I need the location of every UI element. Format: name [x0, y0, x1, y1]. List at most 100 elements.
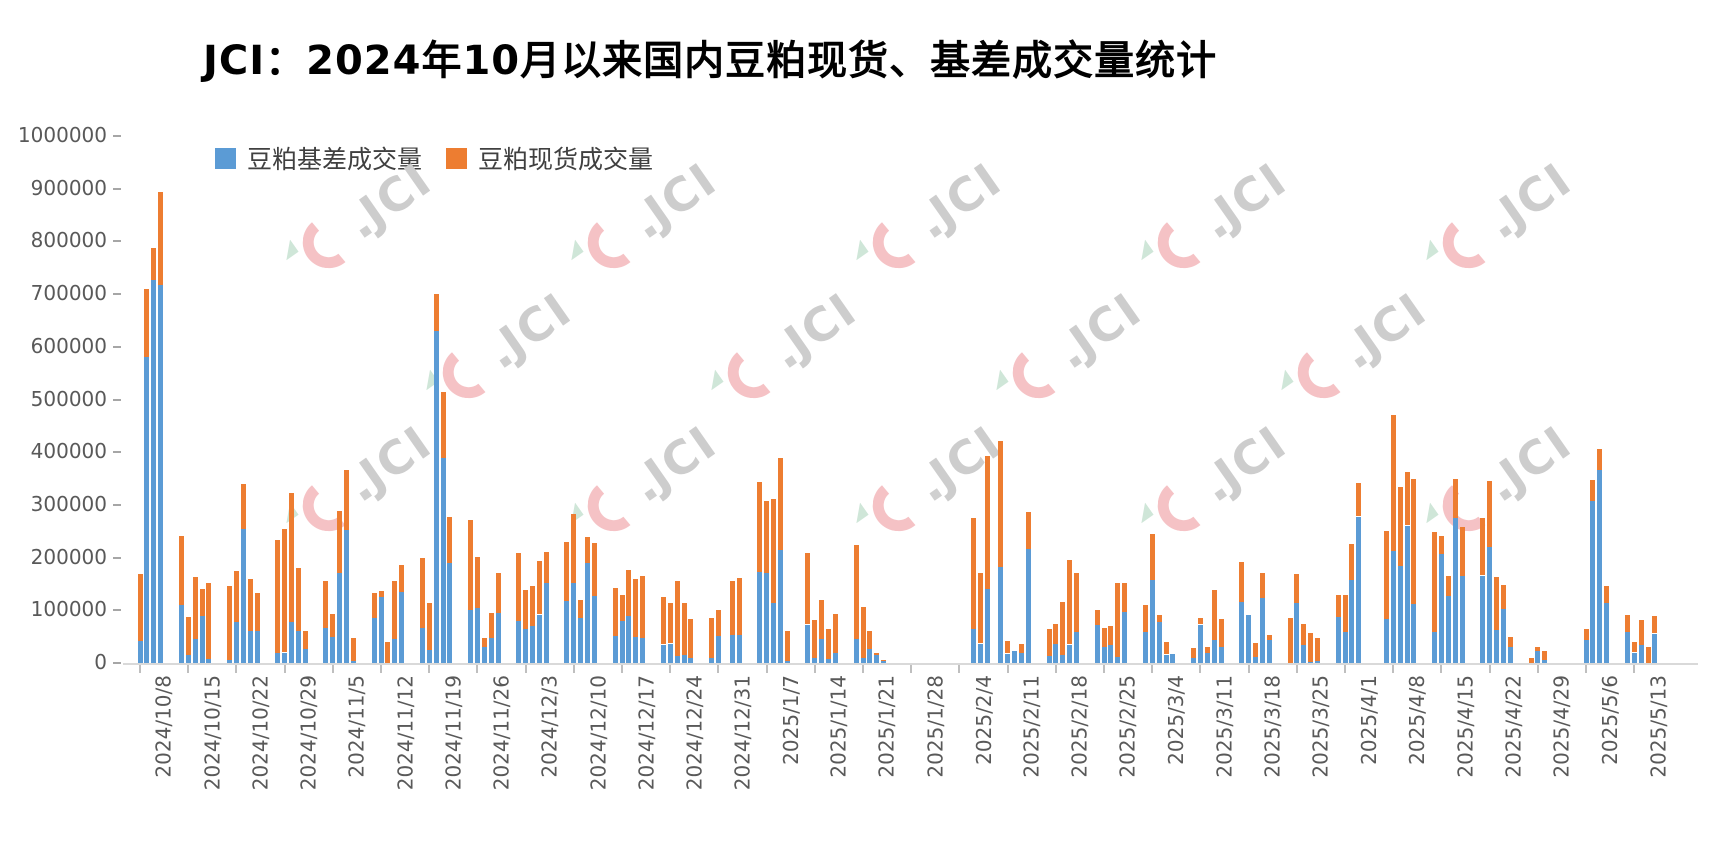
bar-spot [1500, 584, 1506, 610]
bar-spot [1204, 647, 1210, 653]
bar-basis [757, 571, 763, 663]
bar-basis [1342, 632, 1348, 663]
x-axis-label: 2024/11/26 [489, 675, 514, 791]
bar-basis [1397, 565, 1403, 663]
bar-basis [144, 357, 150, 663]
bar-basis [1315, 660, 1320, 663]
bar-basis [378, 597, 384, 663]
bar-spot [488, 612, 494, 639]
bar-spot [819, 599, 825, 640]
watermark-dot [1499, 225, 1513, 238]
bar-basis [227, 660, 232, 663]
bar-basis [764, 573, 770, 663]
bar-basis [1590, 501, 1596, 663]
x-axis-label: 2025/3/18 [1260, 675, 1285, 778]
bar-spot [1218, 618, 1224, 648]
bar-basis [1060, 654, 1066, 663]
bar-basis [1597, 469, 1603, 663]
y-axis-label: 400000 [30, 439, 107, 464]
bar-spot [736, 578, 742, 635]
bar-basis [1239, 601, 1245, 663]
bar-spot [1631, 641, 1637, 653]
watermark-text: JCI [1205, 414, 1297, 502]
watermark-green-accent [278, 239, 299, 260]
bar-spot [626, 570, 632, 616]
x-axis-label: 2025/2/18 [1067, 675, 1092, 778]
watermark-dot [1354, 355, 1368, 368]
bar-spot [151, 248, 157, 280]
bar-basis [481, 647, 487, 663]
bar-spot [1459, 526, 1465, 576]
y-axis-tick [113, 240, 121, 243]
bar-spot [1287, 618, 1293, 663]
x-axis-label: 2024/10/15 [200, 675, 225, 791]
bar-spot [1349, 543, 1355, 580]
x-axis-tick [1633, 665, 1636, 673]
x-axis-tick [331, 665, 334, 673]
bar-spot [1590, 479, 1596, 502]
bar-basis [1439, 553, 1444, 663]
bar-spot [1074, 573, 1079, 633]
x-axis-label: 2024/10/8 [152, 675, 176, 778]
x-axis-label: 2024/12/17 [634, 675, 659, 791]
x-axis-tick [669, 665, 672, 673]
watermark-green-accent [1418, 239, 1439, 260]
chart-title: JCI：2024年10月以来国内豆粕现货、基差成交量统计 [203, 38, 1218, 84]
bar-spot [1535, 647, 1541, 652]
x-axis-label: 2025/4/1 [1357, 675, 1382, 765]
bar-spot [144, 288, 150, 358]
y-axis-label: 700000 [30, 281, 107, 306]
x-axis-label: 2025/2/4 [971, 675, 996, 765]
watermark-green-accent [1133, 502, 1154, 523]
watermark-text: JCI [490, 281, 582, 369]
bar-basis [1349, 579, 1355, 663]
bar-basis [426, 649, 432, 663]
bar-basis [853, 639, 859, 663]
bar-spot [1259, 573, 1265, 599]
bar-basis [282, 652, 288, 663]
watermark-green-accent [703, 369, 724, 390]
bar-spot [1018, 643, 1024, 653]
bar-basis [1631, 652, 1637, 663]
bar-spot [674, 581, 680, 657]
bar-basis [736, 634, 742, 663]
bar-spot [289, 492, 294, 622]
bar-spot [1404, 471, 1410, 526]
y-axis-tick [113, 556, 121, 559]
bar-basis [826, 659, 832, 663]
bar-spot [564, 542, 570, 602]
x-axis-tick [139, 665, 141, 673]
bar-spot [192, 577, 198, 639]
bar-basis [1122, 611, 1128, 663]
x-axis-tick [1488, 665, 1491, 673]
y-axis-tick [113, 187, 121, 190]
bar-spot [440, 391, 446, 458]
x-axis-tick [1103, 665, 1106, 673]
x-axis-line [123, 663, 1698, 665]
bar-spot [474, 557, 480, 609]
x-axis-tick [958, 665, 961, 673]
bar-basis [860, 658, 866, 663]
x-axis-label: 2025/4/15 [1453, 675, 1478, 778]
bar-spot [874, 652, 880, 656]
bar-spot [633, 578, 639, 638]
jci-watermark: JCI [561, 415, 727, 553]
jci-watermark: JCI [1416, 152, 1582, 290]
bar-spot [447, 517, 453, 564]
bar-basis [1046, 656, 1052, 663]
bar-spot [977, 573, 983, 644]
watermark-text: JCI [1345, 281, 1437, 369]
bar-spot [227, 585, 232, 661]
bar-spot [351, 638, 356, 661]
bar-spot [612, 588, 618, 637]
bar-spot [867, 630, 873, 650]
bar-basis [612, 636, 618, 663]
bar-basis [1191, 658, 1197, 663]
bar-basis [571, 582, 577, 663]
bar-spot [1308, 633, 1314, 662]
x-axis-label: 2025/1/28 [923, 675, 948, 778]
bar-spot [1005, 640, 1011, 654]
bar-basis [474, 608, 480, 663]
bar-spot [1266, 634, 1272, 641]
watermark-swoosh-icon [1155, 214, 1212, 271]
